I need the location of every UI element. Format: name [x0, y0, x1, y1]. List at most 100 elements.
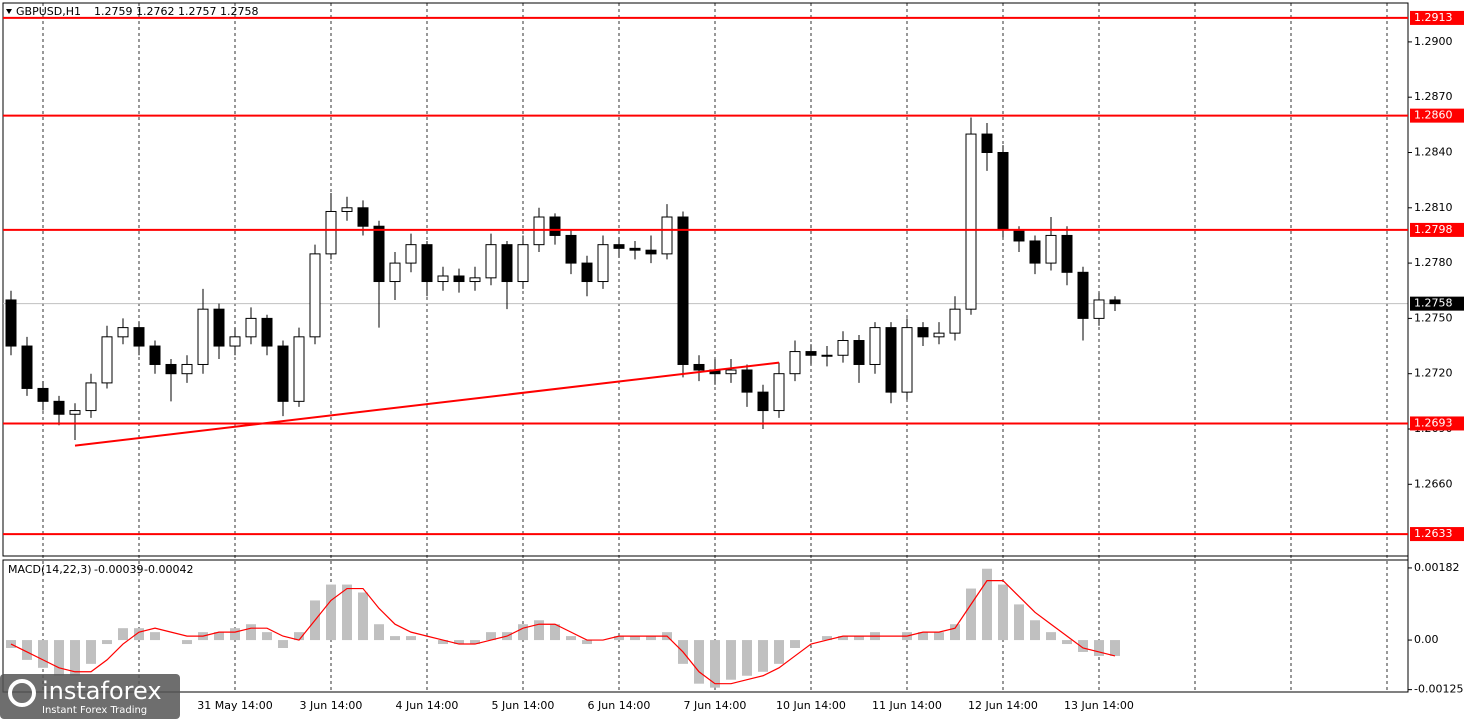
candle-body — [85, 382, 97, 412]
macd-bar — [758, 640, 768, 672]
current-price-label: 1.2758 — [1414, 297, 1453, 310]
candle-body — [565, 234, 577, 264]
macd-bar — [70, 640, 80, 676]
level-label: 1.2913 — [1414, 11, 1453, 24]
macd-bar — [230, 628, 240, 641]
y-tick-label: 1.2720 — [1414, 367, 1453, 380]
macd-bar — [134, 628, 144, 641]
candle-body — [325, 210, 337, 255]
candle-body — [965, 133, 977, 310]
macd-bar — [550, 624, 560, 641]
x-tick-label: 5 Jun 14:00 — [492, 699, 555, 712]
candle-body — [341, 207, 353, 212]
candle-body — [421, 244, 433, 283]
macd-bar — [742, 640, 752, 676]
macd-bar — [534, 620, 544, 641]
macd-bar — [118, 628, 128, 641]
candle-body — [69, 410, 81, 415]
x-tick-label: 12 Jun 14:00 — [968, 699, 1038, 712]
candle-body — [805, 351, 817, 356]
candle-body — [53, 400, 65, 415]
macd-bar — [518, 624, 528, 641]
macd-value: -0.00042 — [144, 563, 193, 576]
candle-body — [117, 327, 129, 338]
candle-body — [901, 327, 913, 393]
candle-body — [1077, 271, 1089, 319]
y-tick-label: 1.2870 — [1414, 90, 1453, 103]
y-tick-label: 1.2810 — [1414, 201, 1453, 214]
candle-body — [1109, 299, 1121, 305]
candle-body — [613, 244, 625, 249]
macd-bar — [486, 632, 496, 641]
candle-body — [453, 275, 465, 283]
macd-bar — [214, 632, 224, 641]
candle-body — [549, 216, 561, 236]
macd-label: MACD(14,22,3) — [8, 563, 92, 576]
y-tick-label: 1.2780 — [1414, 256, 1453, 269]
macd-bar — [854, 636, 864, 641]
candle-body — [229, 336, 241, 347]
candle-body — [197, 308, 209, 365]
candle-body — [357, 207, 369, 227]
x-tick-label: 7 Jun 14:00 — [684, 699, 747, 712]
candle-body — [101, 336, 113, 384]
macd-bar — [262, 632, 272, 641]
macd-bar — [374, 624, 384, 641]
macd-bar — [86, 640, 96, 664]
candle-body — [821, 354, 833, 357]
macd-bar — [646, 636, 656, 641]
candle-body — [773, 373, 785, 412]
macd-bar — [454, 640, 464, 645]
candle-body — [485, 244, 497, 279]
candle-body — [293, 336, 305, 402]
candle-body — [309, 253, 321, 338]
macd-bar — [102, 640, 112, 645]
header-value: 1.2762 — [136, 5, 175, 18]
macd-bar — [1046, 632, 1056, 641]
candle-body — [997, 151, 1009, 231]
candle-body — [1061, 234, 1073, 273]
candle-body — [725, 369, 737, 375]
macd-bar — [294, 632, 304, 641]
logo-name: instaforex — [42, 677, 162, 705]
macd-bar — [326, 584, 336, 641]
header-value: 1.2759 — [94, 5, 133, 18]
current-price-bg — [1410, 296, 1464, 311]
y-tick-label: 1.2840 — [1414, 145, 1453, 158]
grid-layer: 1.26601.26901.27201.27501.27801.28101.28… — [3, 3, 1463, 696]
macd-bar — [1014, 604, 1024, 641]
level-label: 1.2633 — [1414, 527, 1453, 540]
macd-bar — [406, 636, 416, 641]
x-tick-label: 31 May 14:00 — [197, 699, 272, 712]
candle-body — [629, 247, 641, 251]
macd-bar — [150, 632, 160, 641]
macd-bar — [470, 640, 480, 645]
macd-bar — [790, 640, 800, 648]
candle-body — [789, 351, 801, 375]
macd-bar — [246, 624, 256, 641]
y-tick-label: 1.2750 — [1414, 311, 1453, 324]
y-tick-label: 1.2660 — [1414, 477, 1453, 490]
macd-bar — [710, 640, 720, 688]
macd-bar — [54, 640, 64, 676]
candle-body — [5, 299, 17, 347]
macd-bar — [630, 636, 640, 641]
y-tick-label: -0.00125 — [1414, 683, 1463, 696]
level-label-bg — [1410, 527, 1464, 542]
macd-bar — [1030, 620, 1040, 641]
candle-body — [517, 244, 529, 283]
macd-bar — [822, 636, 832, 641]
candle-body — [661, 216, 673, 255]
macd-bar — [390, 636, 400, 641]
level-label-bg — [1410, 222, 1464, 237]
macd-bar — [38, 640, 48, 668]
candle-body — [37, 387, 49, 402]
macd-bar — [998, 584, 1008, 641]
candle-body — [933, 332, 945, 338]
y-tick-label: 1.2900 — [1414, 35, 1453, 48]
candle-body — [581, 262, 593, 283]
level-label: 1.2693 — [1414, 416, 1453, 429]
candle-body — [437, 275, 449, 283]
level-label-bg — [1410, 416, 1464, 431]
candle-body — [165, 363, 177, 375]
